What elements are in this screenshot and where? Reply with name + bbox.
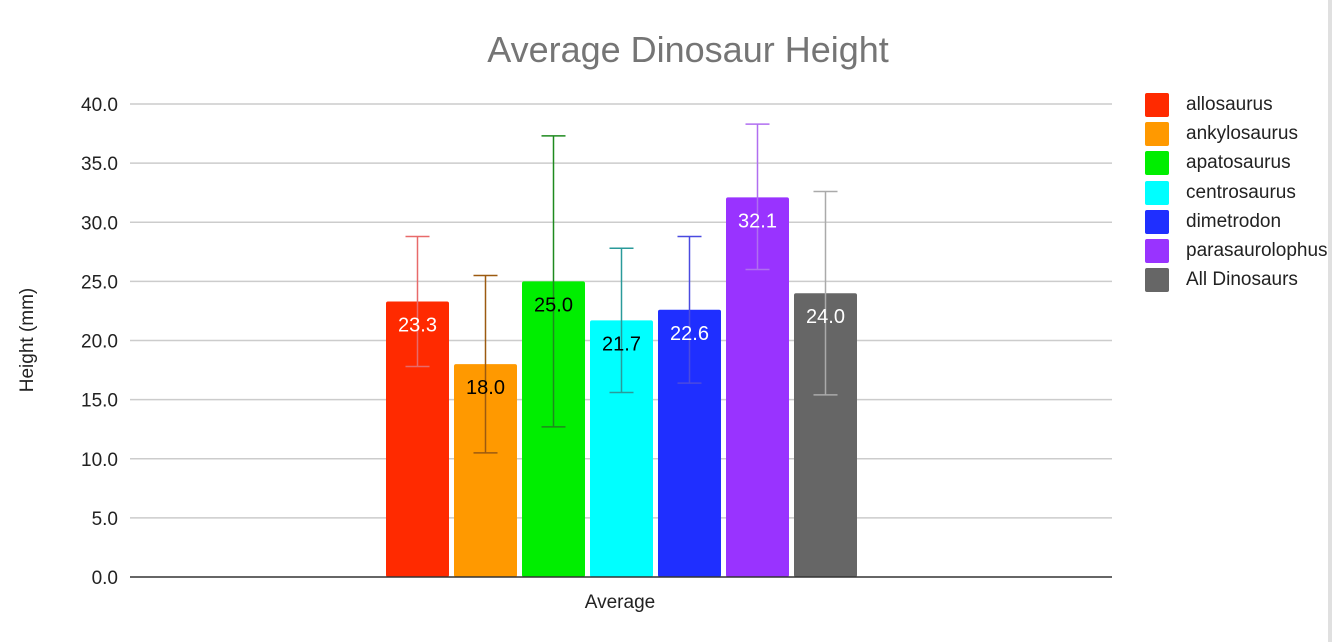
legend-swatch (1145, 92, 1169, 117)
legend-item: allosaurus (1145, 90, 1328, 119)
legend-label: All Dinosaurs (1186, 269, 1298, 291)
bar-apatosaurus (522, 281, 585, 577)
y-tick-label: 40.0 (81, 95, 118, 116)
y-tick-label: 15.0 (81, 391, 118, 412)
x-axis-label: Average (585, 592, 655, 613)
legend-swatch (1145, 268, 1169, 293)
legend-label: dimetrodon (1186, 210, 1282, 232)
y-tick-label: 20.0 (81, 332, 118, 353)
bar-allosaurus (386, 301, 449, 577)
bar-ankylosaurus (454, 364, 517, 577)
y-tick-label: 30.0 (81, 213, 118, 234)
data-label: 32.1 (738, 210, 777, 232)
data-label: 24.0 (806, 306, 845, 328)
data-label: 18.0 (466, 377, 505, 399)
data-label: 25.0 (534, 294, 573, 316)
legend-item: dimetrodon (1145, 207, 1328, 236)
legend-swatch (1145, 180, 1169, 205)
data-label: 23.3 (398, 314, 437, 336)
legend-item: apatosaurus (1145, 149, 1328, 178)
legend-label: centrosaurus (1186, 181, 1296, 203)
bar-dimetrodon (658, 309, 721, 577)
y-tick-label: 25.0 (81, 272, 118, 293)
legend-label: parasaurolophus (1186, 240, 1328, 262)
legend-label: ankylosaurus (1186, 122, 1298, 144)
legend-swatch (1145, 121, 1169, 146)
legend-label: allosaurus (1186, 93, 1273, 115)
legend-swatch (1145, 151, 1169, 176)
legend-label: apatosaurus (1186, 152, 1291, 174)
chart-title: Average Dinosaur Height (487, 29, 889, 70)
legend-swatch (1145, 239, 1169, 264)
legend-item: ankylosaurus (1145, 119, 1328, 148)
bar-parasaurolophus (726, 197, 789, 578)
legend-swatch (1145, 209, 1169, 234)
legend: allosaurus ankylosaurus apatosaurus centros… (1145, 90, 1328, 295)
data-label: 21.7 (602, 333, 641, 355)
y-axis-label: Height (mm) (17, 288, 38, 393)
legend-item: All Dinosaurs (1145, 266, 1328, 295)
right-border (1328, 0, 1332, 642)
bar-centrosaurus (590, 320, 653, 577)
bar-all-dinosaurs (794, 293, 857, 577)
y-tick-label: 35.0 (81, 154, 118, 175)
y-tick-label: 10.0 (81, 450, 118, 471)
legend-item: parasaurolophus (1145, 236, 1328, 265)
y-tick-label: 0.0 (92, 568, 118, 589)
data-label: 22.6 (670, 323, 709, 345)
y-tick-label: 5.0 (92, 509, 118, 530)
legend-item: centrosaurus (1145, 178, 1328, 207)
